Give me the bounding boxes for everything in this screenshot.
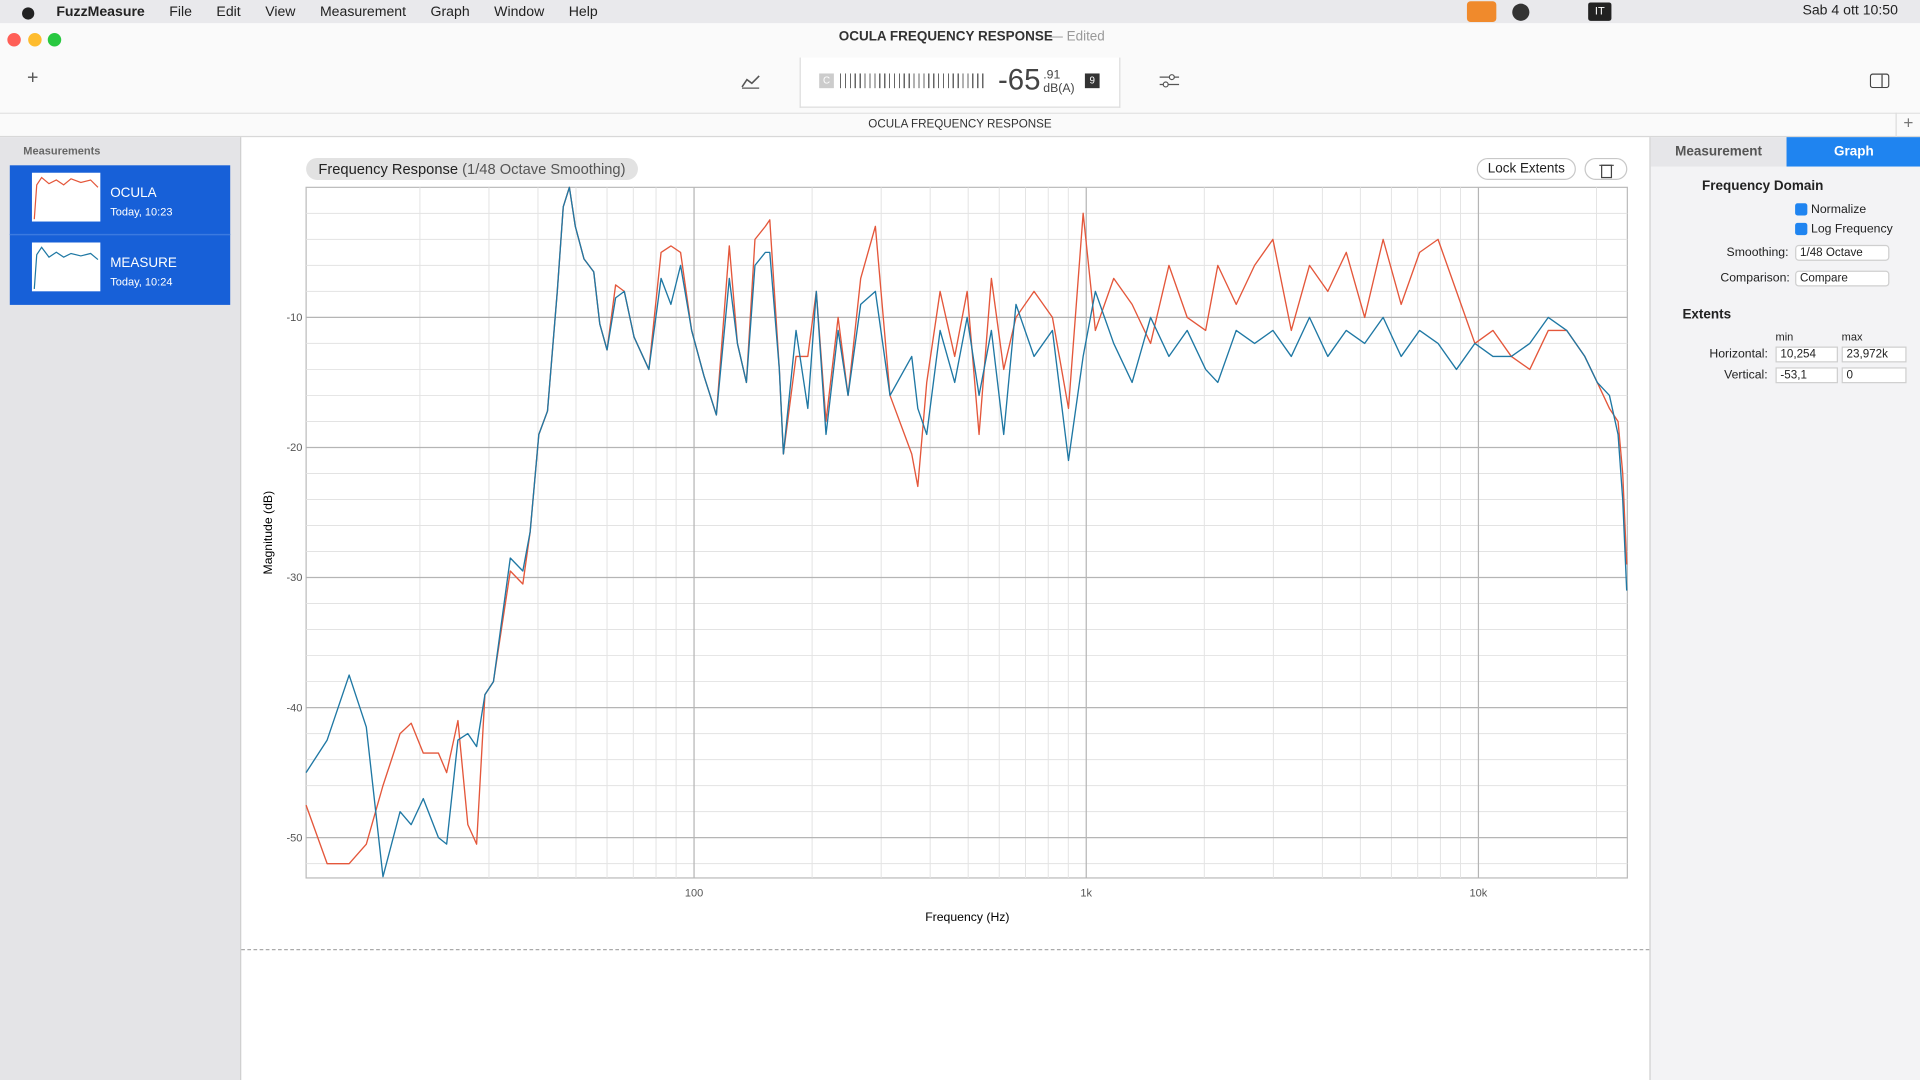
menu[interactable]: Edit (216, 4, 241, 19)
sidebar-heading: Measurements (23, 144, 101, 157)
y-tick-label: -30 (287, 572, 303, 584)
checkbox-label: Log Frequency (1811, 222, 1893, 237)
mic-indicator[interactable] (1466, 1, 1497, 23)
measurement-item[interactable]: OCULA Today, 10:23 (9, 165, 231, 236)
menu[interactable]: Measurement (319, 4, 407, 19)
input-source[interactable]: IT (1588, 2, 1612, 21)
status-icon[interactable] (1512, 3, 1530, 21)
menu[interactable]: Window (494, 4, 545, 19)
measurement-item[interactable]: MEASURE Today, 10:24 (9, 235, 231, 305)
graph-title: Frequency Response (318, 160, 459, 178)
window-title: OCULA FREQUENCY RESPONSE (838, 29, 1053, 45)
column-label: max (1841, 330, 1863, 343)
menu[interactable]: Help (568, 4, 598, 19)
item-time: Today, 10:23 (110, 205, 173, 218)
menu[interactable]: View (265, 4, 296, 19)
graph-subtitle: (1/48 Octave Smoothing) (462, 160, 626, 178)
menu-bar: FuzzMeasure File Edit View Measurement G… (0, 0, 1920, 24)
menu[interactable]: File (169, 4, 192, 19)
plot-area (305, 186, 1628, 879)
text-field[interactable]: 10,254 (1775, 346, 1838, 363)
y-tick-label: -50 (287, 832, 303, 844)
y-axis-label: Magnitude (dB) (261, 491, 275, 575)
chart: Frequency (Hz) Magnitude (dB) 100 1k 10k -1… (261, 186, 1628, 924)
minimize-button[interactable] (28, 33, 42, 47)
field-label: Comparison: (1720, 271, 1790, 286)
thumbnail (31, 242, 101, 292)
new-tab-button[interactable]: + (1895, 112, 1920, 138)
x-tick-label: 100 (685, 887, 703, 899)
menu[interactable]: Graph (430, 4, 470, 19)
graph-title-pill[interactable]: Frequency Response (1/48 Octave Smoothin… (306, 157, 638, 181)
y-tick-label: -20 (287, 442, 303, 454)
meter-unit: dB(A) (1043, 82, 1075, 96)
inspector: Measurement Graph Frequency Domain Norma… (1649, 137, 1920, 1080)
edited-status: — Edited (1049, 29, 1105, 45)
clock[interactable]: Sab 4 ott 10:50 (1802, 3, 1898, 19)
thumbnail (31, 172, 101, 222)
field-label: Vertical: (1724, 368, 1768, 383)
add-button[interactable]: + (26, 67, 39, 89)
text-field[interactable]: 23,972k (1841, 346, 1907, 363)
text-field[interactable]: 0 (1841, 367, 1907, 384)
document-tab[interactable]: OCULA FREQUENCY RESPONSE (0, 112, 1920, 137)
x-axis-label: Frequency (Hz) (925, 910, 1009, 924)
field-label: Horizontal: (1709, 347, 1768, 362)
sidebar-toggle[interactable] (1869, 73, 1890, 89)
section-heading[interactable]: Frequency Domain (1702, 178, 1824, 194)
field-label: Smoothing: (1726, 246, 1789, 260)
sidebar: Measurements OCULA Today, 10:23 MEASURE … (0, 137, 242, 1080)
divider (241, 948, 1650, 951)
meter-bar (840, 73, 987, 89)
graph-tool[interactable] (741, 72, 761, 89)
x-tick-label: 1k (1080, 887, 1092, 899)
checkbox-label: Normalize (1811, 203, 1867, 217)
item-name: OCULA (110, 186, 157, 201)
item-name: MEASURE (110, 255, 177, 271)
apple-logo[interactable] (20, 3, 37, 20)
lock-extents-button[interactable]: Lock Extents (1476, 157, 1576, 181)
meter-badge: 9 (1084, 73, 1100, 89)
y-tick-label: -10 (287, 312, 303, 324)
column-label: min (1775, 330, 1794, 343)
text-field[interactable]: -53,1 (1775, 367, 1838, 384)
item-time: Today, 10:24 (110, 275, 173, 288)
close-button[interactable] (7, 33, 21, 47)
settings-tool[interactable] (1159, 73, 1180, 88)
section-heading[interactable]: Extents (1682, 307, 1732, 323)
meter-level: -65 (997, 63, 1041, 97)
delete-button[interactable] (1584, 157, 1628, 181)
smoothing-select[interactable]: 1/48 Octave (1795, 244, 1890, 261)
y-tick-label: -40 (287, 702, 303, 714)
toolbar: + OCULA FREQUENCY RESPONSE — Edited C -6… (0, 23, 1920, 138)
meter-decimals: .91 (1043, 68, 1061, 83)
meter-weighting[interactable]: C (819, 73, 834, 89)
comparison-select[interactable]: Compare (1795, 270, 1890, 287)
app-name[interactable]: FuzzMeasure (56, 4, 145, 19)
x-tick-label: 10k (1470, 887, 1488, 899)
inspector-tab[interactable]: Measurement (1650, 137, 1787, 167)
zoom-button[interactable] (47, 33, 62, 47)
checkbox[interactable] (1795, 203, 1808, 216)
inspector-tab[interactable]: Graph (1786, 137, 1920, 167)
checkbox[interactable] (1795, 222, 1808, 236)
series-line (305, 186, 1628, 878)
